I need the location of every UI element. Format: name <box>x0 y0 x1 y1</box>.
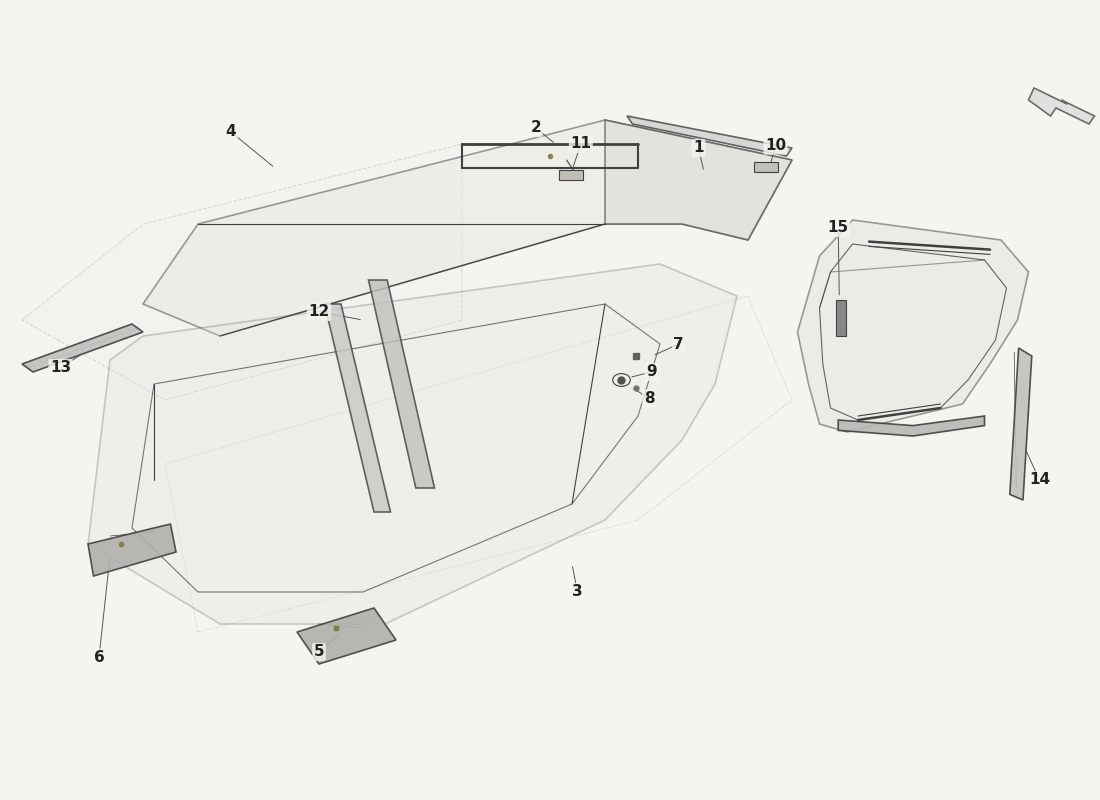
Text: 5: 5 <box>314 645 324 659</box>
Bar <box>559 170 583 180</box>
Text: 11: 11 <box>570 137 592 151</box>
Text: 13: 13 <box>50 361 72 375</box>
Polygon shape <box>88 264 737 624</box>
Text: 8: 8 <box>644 391 654 406</box>
Polygon shape <box>627 116 792 156</box>
Polygon shape <box>22 144 462 400</box>
Text: 10: 10 <box>764 138 786 153</box>
Polygon shape <box>324 304 390 512</box>
Text: 15: 15 <box>827 221 849 235</box>
Polygon shape <box>368 280 434 488</box>
Polygon shape <box>605 120 792 240</box>
Text: 2: 2 <box>530 121 541 135</box>
Polygon shape <box>1028 88 1094 124</box>
Polygon shape <box>1010 348 1032 500</box>
Polygon shape <box>297 608 396 664</box>
Bar <box>754 162 778 172</box>
Bar <box>836 300 846 336</box>
Text: 12: 12 <box>308 305 330 319</box>
Text: 4: 4 <box>226 125 236 139</box>
Text: 6: 6 <box>94 650 104 665</box>
Text: 3: 3 <box>572 585 583 599</box>
Text: 7: 7 <box>673 337 684 351</box>
Polygon shape <box>88 524 176 576</box>
Polygon shape <box>838 416 984 436</box>
Polygon shape <box>143 120 792 336</box>
Text: 14: 14 <box>1028 473 1050 487</box>
Polygon shape <box>798 220 1028 432</box>
Text: 9: 9 <box>646 365 657 379</box>
Polygon shape <box>22 324 143 372</box>
Text: 1: 1 <box>693 141 704 155</box>
